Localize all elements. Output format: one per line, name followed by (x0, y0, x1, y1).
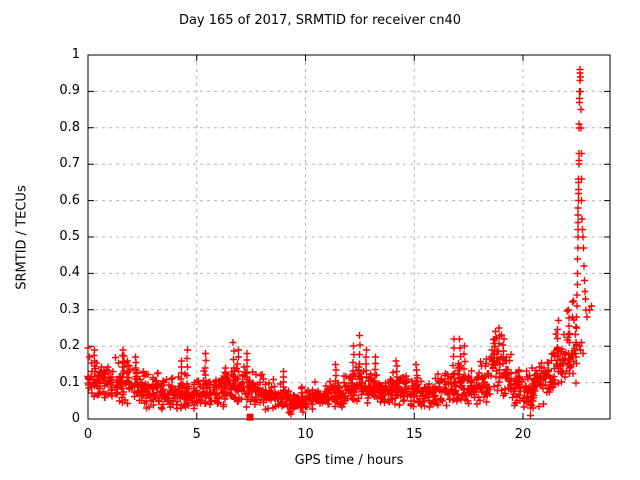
y-tick-label: 0 (71, 411, 80, 426)
chart-title: Day 165 of 2017, SRMTID for receiver cn4… (178, 13, 462, 28)
y-tick-label: 0.5 (59, 229, 80, 244)
y-tick-label: 0.1 (59, 374, 80, 390)
x-tick-label: 20 (514, 427, 532, 442)
x-axis-label: GPS time / hours (294, 453, 404, 468)
y-tick-label: 0.6 (59, 192, 80, 208)
y-tick-label: 0.2 (59, 338, 80, 354)
y-tick-label: 0.9 (59, 83, 80, 99)
x-tick-label: 0 (83, 427, 93, 442)
grid-lines (88, 55, 610, 419)
y-tick-label: 0.8 (59, 119, 80, 135)
scatter-points (84, 66, 595, 419)
axis-ticks (87, 54, 610, 420)
x-tick-label: 15 (405, 427, 423, 442)
x-tick-label: 5 (192, 427, 201, 442)
scatter-point-square (246, 413, 254, 421)
y-tick-label: 1 (71, 47, 80, 62)
y-tick-label: 0.3 (59, 301, 80, 317)
y-tick-label: 0.4 (59, 265, 80, 281)
x-tick-label: 10 (297, 427, 314, 442)
y-tick-label: 0.7 (59, 156, 80, 172)
